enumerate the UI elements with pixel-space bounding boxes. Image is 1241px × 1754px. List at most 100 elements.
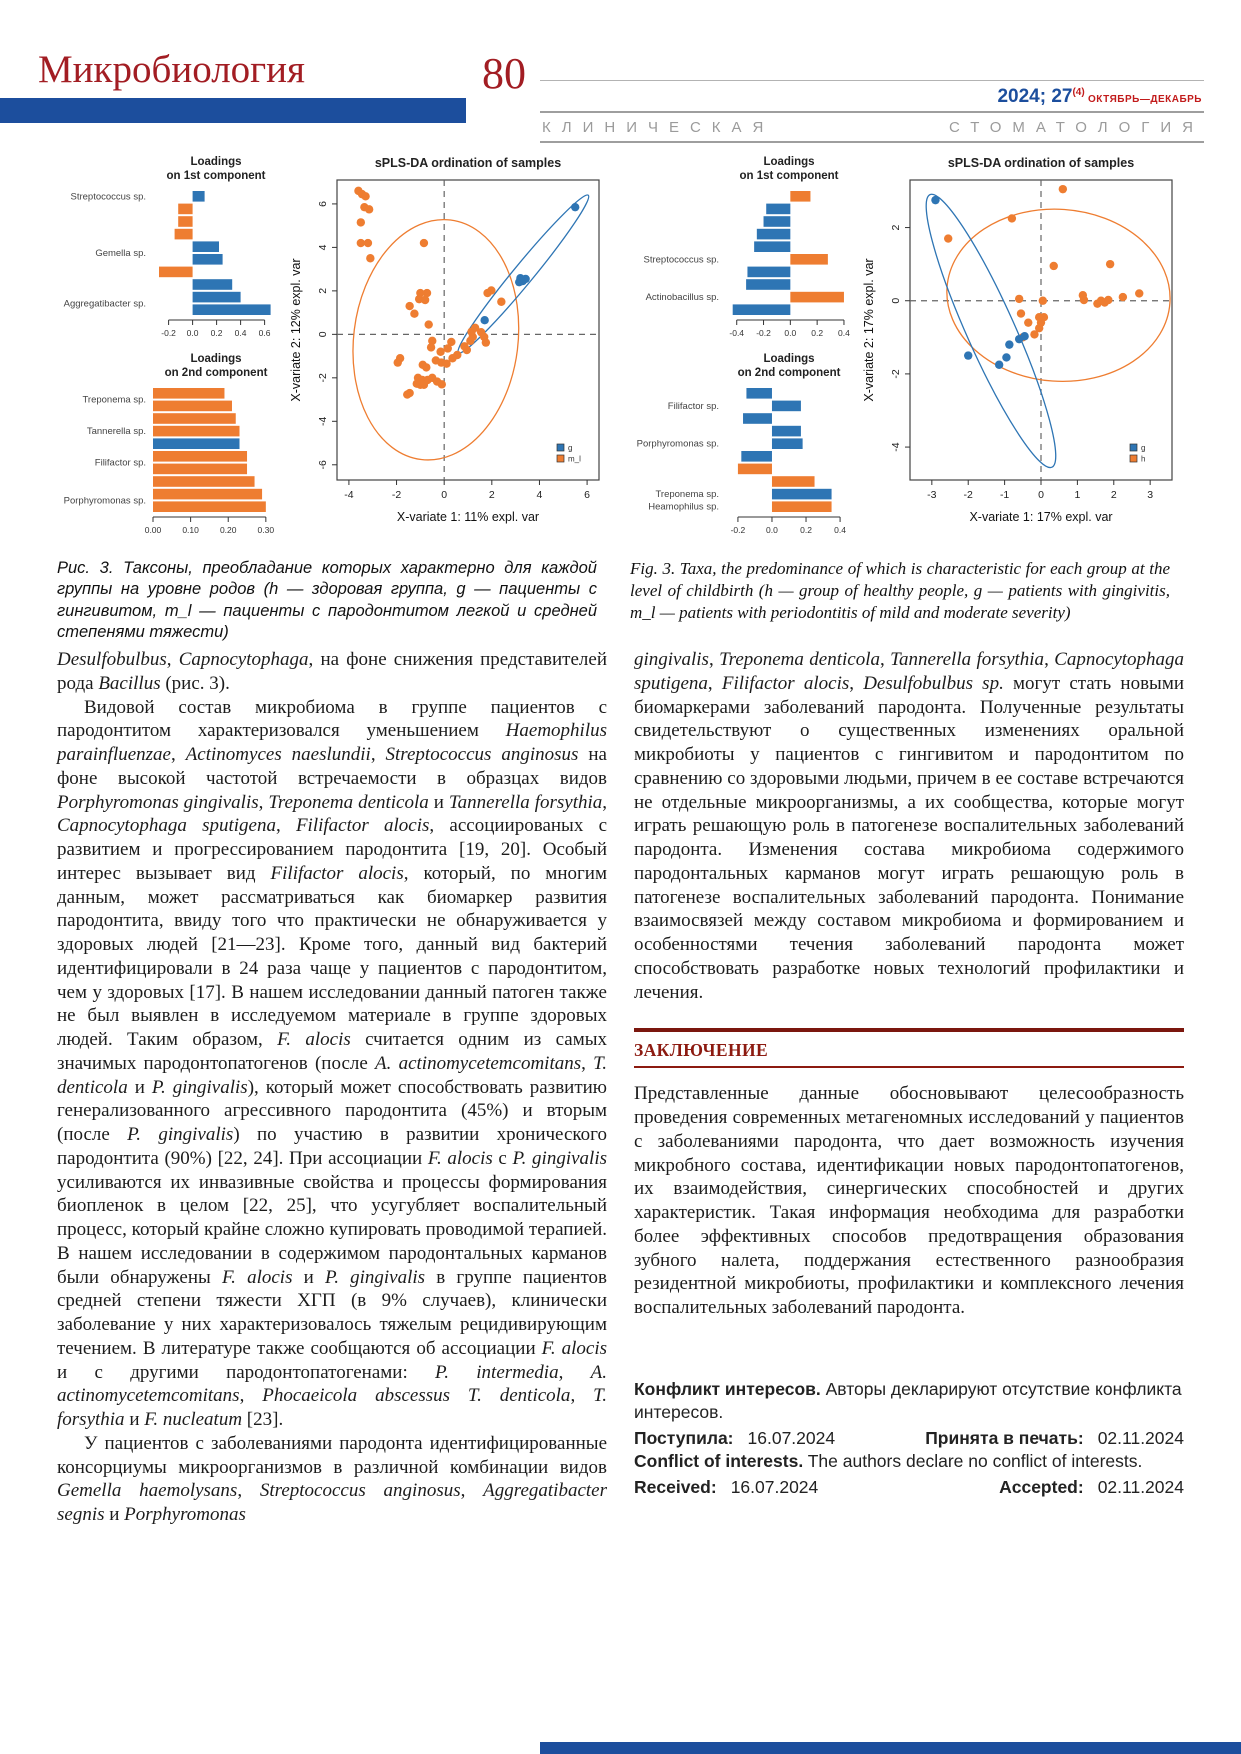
svg-text:0.0: 0.0	[187, 328, 199, 338]
svg-text:0: 0	[890, 298, 902, 304]
svg-text:X-variate 1: 11% expl. var: X-variate 1: 11% expl. var	[397, 510, 539, 524]
article-meta-footer: Конфликт интересов. Авторы декларируют о…	[634, 1378, 1184, 1499]
issue-info: 2024; 27(4) ОКТЯБРЬ—ДЕКАБРЬ	[540, 81, 1204, 111]
conflict-label-ru: Конфликт интересов.	[634, 1378, 821, 1399]
accepted-ru: Принята в печать: 02.11.2024	[925, 1427, 1184, 1448]
received-date-ru: 16.07.2024	[747, 1427, 836, 1448]
accepted-en: Accepted: 02.11.2024	[999, 1477, 1184, 1498]
dates-row-en: Received: 16.07.2024 Accepted: 02.11.2024	[634, 1476, 1184, 1499]
svg-text:0.00: 0.00	[145, 525, 162, 535]
conflict-label-en: Conflict of interests.	[634, 1451, 804, 1472]
loadings-2nd-component-right-chart: Loadings on 2nd component -0.2 0.0 0.2 0.4 Fil…	[630, 347, 858, 544]
svg-text:Loadings: Loadings	[190, 353, 241, 365]
svg-text:1: 1	[1074, 489, 1080, 501]
issue-number: (4)	[1072, 87, 1085, 98]
svg-text:g: g	[1141, 444, 1145, 453]
page-number: 80	[482, 49, 526, 98]
svg-text:2: 2	[317, 288, 329, 294]
figure-left: Loadings on 1st component -0.2 0.0 0.2 0.4 0.6…	[57, 150, 610, 644]
svg-text:3: 3	[1147, 489, 1153, 501]
figure-left-charts: Loadings on 1st component -0.2 0.0 0.2 0.4 0.6…	[57, 150, 610, 544]
accepted-date-ru: 02.11.2024	[1097, 1427, 1184, 1448]
svg-text:-0.2: -0.2	[161, 328, 176, 338]
svg-text:0.2: 0.2	[800, 525, 812, 535]
svg-text:2: 2	[489, 489, 495, 501]
conclusion-section-header: ЗАКЛЮЧЕНИЕ	[634, 1028, 1184, 1069]
spls-da-scatter-left: sPLS-DA ordination of samples -4 -2 0 2 4 6 -6 -…	[285, 150, 607, 541]
svg-text:-0.2: -0.2	[756, 328, 771, 338]
svg-text:0: 0	[317, 331, 329, 337]
figure-right-charts: Loadings on 1st component -0.4 -0.2 0.0 0.2 0.…	[630, 150, 1183, 544]
svg-text:sPLS-DA ordination of samples: sPLS-DA ordination of samples	[948, 156, 1134, 170]
journal-section-title: Микробиология	[38, 48, 305, 91]
svg-text:on 1st component: on 1st component	[166, 170, 265, 182]
conclusion-heading: ЗАКЛЮЧЕНИЕ	[634, 1032, 1184, 1069]
svg-text:-2: -2	[890, 369, 902, 378]
svg-text:X-variate 2: 17% expl. var: X-variate 2: 17% expl. var	[862, 258, 876, 401]
spls-da-scatter-right: sPLS-DA ordination of samples -3 -2 -1 0 1 2 3 -…	[858, 150, 1180, 541]
svg-text:X-variate 1: 17% expl. var: X-variate 1: 17% expl. var	[969, 510, 1112, 524]
svg-text:0.2: 0.2	[211, 328, 223, 338]
svg-text:Actinobacillus sp.: Actinobacillus sp.	[646, 292, 719, 303]
svg-text:0.6: 0.6	[259, 328, 271, 338]
loadings-1st-component-left-chart: Loadings on 1st component -0.2 0.0 0.2 0.4 0.6…	[57, 150, 285, 347]
svg-text:0.2: 0.2	[811, 328, 823, 338]
figure-right: Loadings on 1st component -0.4 -0.2 0.0 0.2 0.…	[630, 150, 1183, 644]
journal-name-word-2: СТОМАТОЛОГИЯ	[948, 119, 1204, 136]
svg-text:-0.2: -0.2	[731, 525, 746, 535]
svg-text:0.20: 0.20	[220, 525, 237, 535]
svg-text:Filifactor sp.: Filifactor sp.	[668, 401, 719, 412]
svg-text:-2: -2	[317, 373, 329, 382]
svg-text:0.0: 0.0	[784, 328, 796, 338]
masthead-rule-top	[540, 80, 1204, 81]
svg-text:0.30: 0.30	[258, 525, 275, 535]
svg-text:-4: -4	[317, 416, 329, 425]
svg-text:2: 2	[890, 224, 902, 230]
issue-year-volume: 2024; 27	[997, 86, 1073, 107]
svg-text:-6: -6	[317, 460, 329, 469]
text-column-right: gingivalis, Treponema denticola, Tannere…	[634, 648, 1184, 1527]
svg-text:4: 4	[317, 244, 329, 250]
svg-text:X-variate 2: 12% expl. var: X-variate 2: 12% expl. var	[289, 258, 303, 401]
figure-right-loadings: Loadings on 1st component -0.4 -0.2 0.0 0.2 0.…	[630, 150, 858, 544]
svg-text:Streptococcus sp.: Streptococcus sp.	[70, 191, 146, 202]
svg-text:on 2nd component: on 2nd component	[165, 367, 268, 379]
svg-text:Streptococcus sp.: Streptococcus sp.	[643, 254, 719, 265]
svg-text:on 1st component: on 1st component	[739, 170, 838, 182]
svg-text:0.10: 0.10	[182, 525, 199, 535]
loadings-2nd-component-left-chart: Loadings on 2nd component 0.00 0.10 0.20 0.30…	[57, 347, 285, 544]
paragraph: gingivalis, Treponema denticola, Tannere…	[634, 649, 1185, 1003]
issue-months: ОКТЯБРЬ—ДЕКАБРЬ	[1084, 94, 1202, 105]
svg-text:Tannerella sp.: Tannerella sp.	[87, 426, 146, 437]
conflict-statement-ru: Конфликт интересов. Авторы декларируют о…	[634, 1378, 1182, 1422]
figure-caption-en: Fig. 3. Taxa, the predominance of which …	[630, 559, 1170, 623]
svg-text:Loadings: Loadings	[763, 156, 814, 168]
text-column-left: Desulfobulbus, Capnocytophaga, на фоне с…	[57, 648, 607, 1527]
svg-text:on 2nd component: on 2nd component	[738, 367, 841, 379]
accepted-date-en: 02.11.2024	[1097, 1477, 1184, 1498]
paragraph: Видовой состав микробиома в группе пацие…	[57, 696, 608, 1431]
received-date-en: 16.07.2024	[730, 1477, 819, 1498]
conflict-statement-en: Conflict of interests. The authors decla…	[634, 1451, 1143, 1472]
svg-text:6: 6	[317, 201, 329, 207]
svg-text:m_l: m_l	[568, 455, 581, 464]
svg-text:Porphyromonas sp.: Porphyromonas sp.	[64, 495, 146, 506]
svg-text:Filifactor sp.: Filifactor sp.	[95, 458, 146, 469]
svg-text:0: 0	[1038, 489, 1044, 501]
masthead-rule-mid	[540, 111, 1204, 113]
received-ru: Поступила: 16.07.2024	[634, 1427, 836, 1448]
svg-text:Heamophilus sp.: Heamophilus sp.	[648, 502, 719, 513]
loadings-1st-component-right-chart: Loadings on 1st component -0.4 -0.2 0.0 0.2 0.…	[630, 150, 858, 347]
svg-text:Treponema sp.: Treponema sp.	[82, 395, 146, 406]
svg-text:-1: -1	[1000, 489, 1009, 501]
svg-text:0: 0	[441, 489, 447, 501]
svg-text:sPLS-DA ordination of samples: sPLS-DA ordination of samples	[375, 156, 561, 170]
paragraph: Desulfobulbus, Capnocytophaga, на фоне с…	[57, 649, 608, 694]
svg-text:6: 6	[584, 489, 590, 501]
figure-caption-ru: Рис. 3. Таксоны, преобладание которых ха…	[57, 559, 597, 642]
svg-text:-4: -4	[890, 442, 902, 451]
journal-name-strip: КЛИНИЧЕСКАЯ СТОМАТОЛОГИЯ	[540, 113, 1204, 141]
paragraph: У пациентов с заболеваниями пародонта ид…	[57, 1432, 607, 1525]
svg-text:-0.4: -0.4	[729, 328, 744, 338]
